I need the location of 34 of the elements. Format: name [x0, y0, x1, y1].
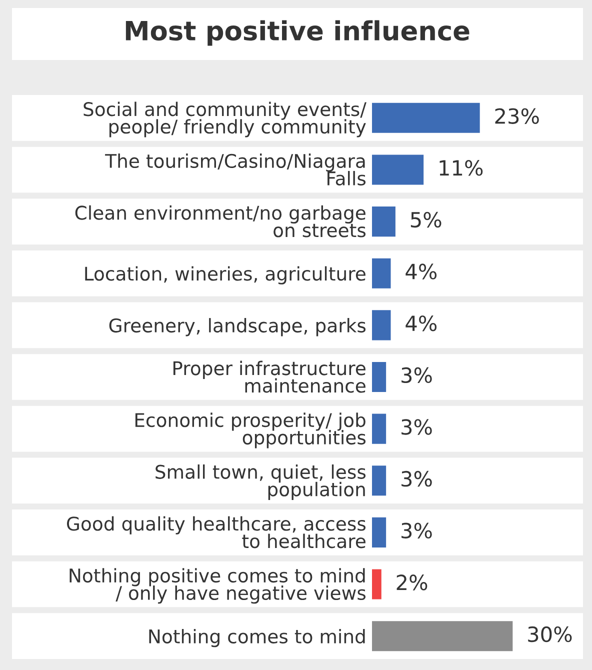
data-label: 11%	[440, 160, 483, 176]
data-label: 2%	[396, 574, 428, 590]
data-label: 23%	[495, 108, 539, 124]
bar	[372, 414, 386, 444]
y-tick-label: The tourism/Casino/Niagara Falls	[105, 154, 366, 186]
y-tick-label: Greenery, landscape, parks	[109, 318, 366, 336]
bar	[372, 362, 386, 392]
data-label: 4%	[406, 315, 437, 332]
bar	[372, 621, 513, 652]
y-tick-label: Good quality healthcare, access to healthcare	[66, 516, 366, 548]
y-tick-label: Economic prosperity/ job opportunities	[135, 412, 366, 448]
bar	[372, 466, 386, 496]
data-label: 5%	[410, 212, 442, 228]
chart-title: Most positive influence	[126, 20, 470, 46]
data-label: 3%	[402, 367, 432, 384]
y-tick-label: Location, wineries, agriculture	[85, 266, 366, 284]
y-tick-label: Social and community events/ people/ friendly community	[84, 102, 366, 138]
data-label: 3%	[402, 419, 432, 435]
y-tick-label: Small town, quiet, less population	[156, 464, 366, 500]
data-label: 3%	[402, 470, 432, 487]
data-label: 3%	[402, 522, 432, 538]
bar	[372, 517, 386, 548]
bar	[372, 569, 382, 600]
bar	[372, 154, 424, 185]
bar	[372, 310, 391, 340]
data-label: 30%	[528, 626, 572, 642]
y-tick-label: Proper infrastructure maintenance	[173, 360, 366, 393]
y-tick-label: Nothing comes to mind	[149, 628, 365, 648]
bar	[372, 206, 396, 237]
y-tick-label: Clean environment/no garbage on streets	[75, 205, 366, 238]
bar	[372, 102, 480, 133]
bar	[372, 258, 391, 288]
data-label: 4%	[406, 264, 437, 280]
y-tick-label: Nothing positive comes to mind / only have negative views	[70, 568, 366, 604]
